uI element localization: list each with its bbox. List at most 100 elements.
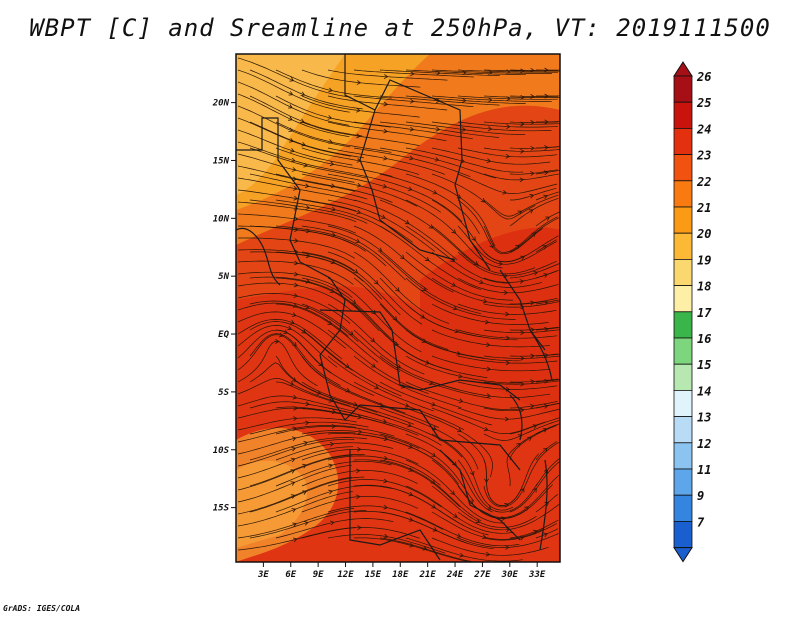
streamline-arrow xyxy=(544,67,549,73)
lat-tick-label: 10S xyxy=(213,446,230,456)
streamline-arrow xyxy=(331,206,336,212)
streamline-arrow xyxy=(288,91,294,96)
streamline xyxy=(483,235,559,263)
streamline-arrow xyxy=(303,162,308,168)
streamline-arrow xyxy=(383,533,389,539)
streamline-arrow xyxy=(290,469,296,474)
colorbar-label: 18 xyxy=(697,280,711,294)
streamline-arrow xyxy=(380,214,386,219)
streamline-arrow xyxy=(305,401,310,407)
streamline-arrow xyxy=(544,119,549,125)
lon-tick-label: 21E xyxy=(419,570,437,580)
colorbar-swatch xyxy=(673,258,693,286)
streamline-arrow xyxy=(383,504,389,510)
streamline-arrow xyxy=(527,437,532,442)
colorbar-label: 7 xyxy=(697,515,705,529)
streamline-arrow xyxy=(431,452,436,457)
streamline-arrow xyxy=(291,446,297,452)
colorbar-swatch xyxy=(673,416,693,444)
streamline-arrow xyxy=(305,278,311,284)
streamline-arrow xyxy=(432,527,438,532)
streamline-arrow xyxy=(356,209,362,215)
streamline xyxy=(483,95,560,98)
streamline-arrow xyxy=(530,379,535,385)
streamline-arrow xyxy=(293,293,299,298)
streamline-arrow xyxy=(530,353,535,359)
streamline-arrow xyxy=(329,288,335,293)
streamline xyxy=(457,147,558,158)
streamline-arrow xyxy=(422,545,428,551)
streamline-arrow xyxy=(293,282,299,288)
streamline-arrow xyxy=(486,393,491,399)
streamline-arrow xyxy=(487,126,493,132)
colorbar-swatch xyxy=(673,75,693,103)
streamline-arrow xyxy=(451,282,456,287)
lat-tick-label: 20N xyxy=(212,99,230,109)
colorbar-label: 17 xyxy=(697,306,712,320)
streamline-arrow xyxy=(404,403,410,408)
streamline-arrow xyxy=(409,155,414,161)
lon-tick-label: 6E xyxy=(285,570,296,580)
streamline-arrow xyxy=(520,255,525,261)
streamline-arrow xyxy=(520,330,525,336)
streamline-arrow xyxy=(357,525,362,531)
streamline-arrow xyxy=(301,329,307,334)
streamline-arrow xyxy=(456,533,462,538)
streamline-arrow xyxy=(407,186,413,191)
streamline-arrow xyxy=(293,271,299,277)
streamline-arrow xyxy=(498,261,504,266)
streamline-arrow xyxy=(371,363,376,368)
streamline xyxy=(457,95,558,100)
lat-tick-label: 10N xyxy=(213,214,230,224)
streamline-arrow xyxy=(520,68,525,74)
streamline-arrow xyxy=(524,506,529,511)
lon-tick-label: 27E xyxy=(473,570,491,580)
streamline-arrow xyxy=(300,91,306,96)
streamline xyxy=(457,69,558,73)
colorbar-label: 21 xyxy=(696,201,711,215)
streamline-arrow xyxy=(435,126,441,132)
colorbar-label: 23 xyxy=(696,149,711,163)
streamline xyxy=(509,217,560,253)
streamline-arrow xyxy=(357,429,363,435)
streamline-arrow xyxy=(544,170,549,176)
streamline-arrow xyxy=(377,247,383,252)
streamline-arrow xyxy=(483,426,489,432)
streamline-arrow xyxy=(293,416,298,422)
streamline-arrow xyxy=(348,330,354,336)
streamline-arrow xyxy=(452,513,458,518)
streamline xyxy=(509,263,560,279)
colorbar-label: 19 xyxy=(697,253,711,267)
streamline-arrow xyxy=(543,300,549,306)
streamline-arrow xyxy=(287,325,292,331)
streamline-arrow xyxy=(544,378,549,384)
streamline-arrow xyxy=(544,326,549,332)
streamline-arrow xyxy=(331,232,336,237)
streamline xyxy=(483,475,560,518)
lat-tick-label: 5S xyxy=(218,388,229,398)
streamline xyxy=(483,147,560,152)
streamline-arrow xyxy=(530,94,535,99)
streamline-arrow xyxy=(461,127,467,132)
streamline-arrow xyxy=(481,534,487,540)
streamline-arrow xyxy=(292,522,297,528)
streamline-arrow xyxy=(452,305,458,311)
streamline-arrow xyxy=(291,312,297,317)
streamline-arrow xyxy=(291,508,297,513)
streamline-arrow xyxy=(292,342,297,347)
streamline xyxy=(483,69,560,72)
colorbar-swatch xyxy=(673,389,693,417)
streamline-arrow xyxy=(471,236,476,242)
streamline-arrow xyxy=(486,505,492,510)
streamline-arrow xyxy=(533,271,539,276)
streamline-arrow xyxy=(293,186,298,191)
streamline xyxy=(483,173,559,181)
streamline-arrow xyxy=(303,440,309,446)
streamline-arrow xyxy=(530,171,535,176)
streamline-arrow xyxy=(351,299,357,304)
streamline-arrow xyxy=(292,303,298,308)
streamline xyxy=(457,329,558,339)
longitude-axis: 3E 6E 9E 12E 15E 18E 21E 24E 27E 30E 33E xyxy=(257,562,546,580)
colorbar-top-arrow xyxy=(673,61,693,77)
